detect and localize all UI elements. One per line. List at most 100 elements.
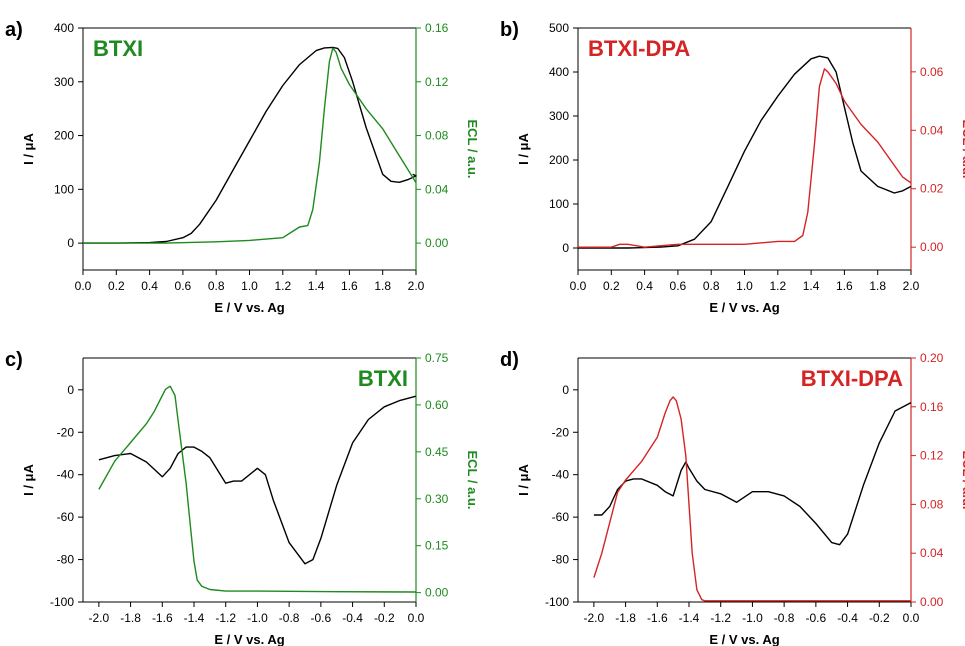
x-tick-label: -0.8 [279,611,300,625]
y2-tick-label: 0.30 [425,492,449,506]
x-tick-label: 0.4 [141,279,158,293]
y2-tick-label: 0.60 [425,398,449,412]
ecl-series-line [593,396,911,602]
y-tick-label: 0 [562,383,569,397]
panel-label: c) [5,349,23,371]
x-axis-label: E / V vs. Ag [709,632,779,646]
x-tick-label: -1.4 [679,611,700,625]
y-tick-label: 400 [549,65,569,79]
x-tick-label: -0.6 [311,611,332,625]
x-tick-label: -0.2 [374,611,395,625]
y-tick-label: -100 [545,595,569,609]
chart-panel-4: -2.0 -1.8 -1.6 -1.4 -1.2 -1.0 -0.8 -0.6 -0.4 -0.2… [500,349,965,646]
x-axis-label: E / V vs. Ag [214,300,284,315]
x-tick-label: -0.8 [774,611,795,625]
y-tick-label: -20 [552,425,570,439]
y2-tick-label: 0.12 [920,449,944,463]
current-series-line [593,401,912,546]
y-axis-label: I / μA [21,463,36,495]
y2-tick-label: 0.00 [920,240,944,254]
y-tick-label: -80 [552,553,570,567]
y2-tick-label: 0.16 [425,21,449,35]
x-tick-label: 1.6 [341,279,358,293]
y2-tick-label: 0.04 [920,123,944,137]
ecl-series-line [578,68,912,248]
y2-tick-label: 0.45 [425,445,449,459]
x-tick-label: 2.0 [408,279,425,293]
y2-tick-label: 0.16 [920,400,944,414]
current-series-line [83,46,417,244]
x-tick-label: 0.2 [603,279,620,293]
y-tick-label: 0 [67,236,74,250]
x-axis-label: E / V vs. Ag [214,632,284,646]
x-tick-label: 1.2 [769,279,786,293]
x-tick-label: 0.0 [570,279,587,293]
x-tick-label: 1.8 [374,279,391,293]
x-tick-label: -1.8 [120,611,141,625]
y-tick-label: 400 [54,21,74,35]
panel-label: a) [5,19,23,41]
y2-tick-label: 0.15 [425,539,449,553]
x-tick-label: -1.0 [247,611,268,625]
x-tick-label: -1.2 [710,611,731,625]
y2-tick-label: 0.08 [425,129,449,143]
x-tick-label: -0.4 [837,611,858,625]
x-tick-label: -1.2 [215,611,236,625]
x-tick-label: 1.0 [241,279,258,293]
chart-panel-3: -2.0 -1.8 -1.6 -1.4 -1.2 -1.0 -0.8 -0.6 -0.4 -0.2… [5,349,480,646]
y-tick-label: -20 [57,425,75,439]
x-tick-label: 0.4 [636,279,653,293]
y2-tick-label: 0.02 [920,182,944,196]
x-tick-label: -1.6 [152,611,173,625]
x-axis-label: E / V vs. Ag [709,300,779,315]
x-tick-label: 0.0 [408,611,425,625]
y2-axis-label: ECL / a.u. [960,120,965,179]
panel-label: d) [500,349,519,371]
y-tick-label: 300 [549,109,569,123]
y2-tick-label: 0.00 [425,586,449,600]
x-tick-label: 1.4 [803,279,820,293]
y2-axis-label: ECL / a.u. [465,451,480,510]
y2-axis-label: ECL / a.u. [465,120,480,179]
current-series-line [578,55,912,249]
chart-panel-1: 0.0 0.2 0.4 0.6 0.8 1.0 1.2 1.4 1.6 1.8 2.0 0 100 200… [5,19,480,315]
y2-tick-label: 0.12 [425,75,449,89]
x-tick-label: 1.8 [869,279,886,293]
x-tick-label: 0.8 [208,279,225,293]
chart-title: BTXI [358,366,408,391]
y-tick-label: -100 [50,595,74,609]
x-tick-label: -1.8 [615,611,636,625]
chart-title: BTXI [93,36,143,61]
y-tick-label: 200 [54,129,74,143]
current-series-line [98,395,417,565]
y-tick-label: 500 [549,21,569,35]
y2-tick-label: 0.00 [425,236,449,250]
x-tick-label: 0.0 [903,611,920,625]
y-tick-label: -80 [57,553,75,567]
y-tick-label: 100 [549,197,569,211]
x-tick-label: 0.6 [175,279,192,293]
x-tick-label: -0.6 [806,611,827,625]
x-tick-label: 0.2 [108,279,125,293]
x-tick-label: -1.0 [742,611,763,625]
y-tick-label: -40 [552,468,570,482]
x-tick-label: -2.0 [89,611,110,625]
y2-tick-label: 0.04 [920,546,944,560]
y-tick-label: 200 [549,153,569,167]
y-tick-label: -60 [57,510,75,524]
x-tick-label: -1.4 [184,611,205,625]
x-tick-label: 0.6 [670,279,687,293]
x-tick-label: 0.8 [703,279,720,293]
x-tick-label: -2.0 [584,611,605,625]
x-tick-label: -1.6 [647,611,668,625]
y2-axis-label: ECL / a.u. [960,451,965,510]
y-tick-label: -60 [552,510,570,524]
y-tick-label: 100 [54,182,74,196]
x-tick-label: 0.0 [75,279,92,293]
y-tick-label: -40 [57,468,75,482]
x-tick-label: 1.2 [274,279,291,293]
y-axis-label: I / μA [516,132,531,164]
chart-title: BTXI-DPA [801,366,903,391]
y2-tick-label: 0.75 [425,351,449,365]
y-tick-label: 300 [54,75,74,89]
